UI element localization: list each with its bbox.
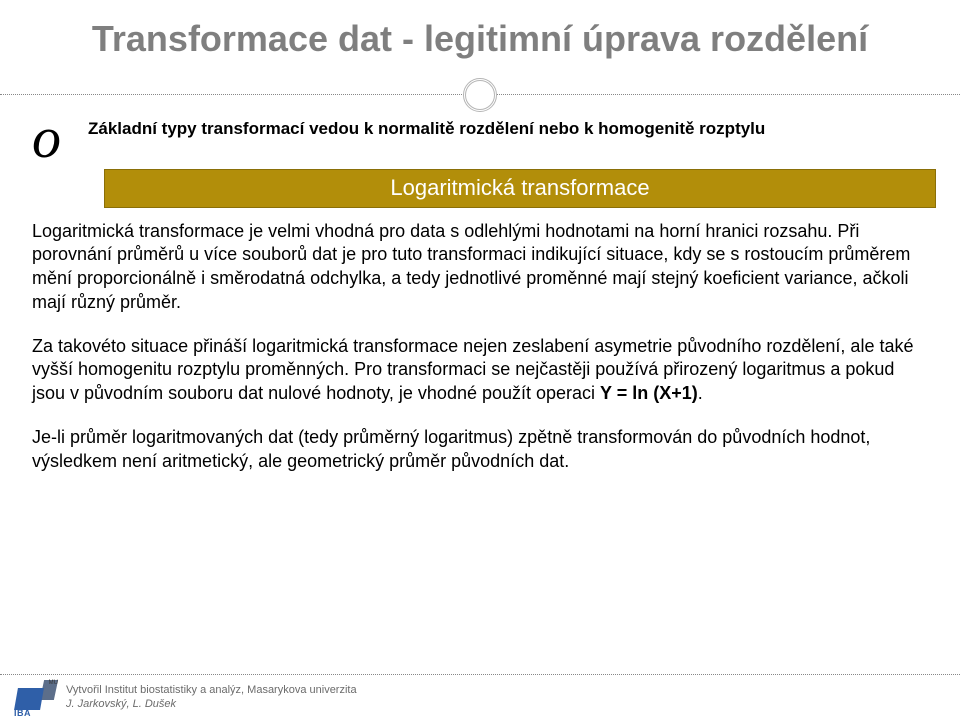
bullet-text: Základní typy transformací vedou k norma… (88, 116, 765, 140)
ring-ornament-icon (463, 78, 497, 112)
bullet-icon: o (32, 118, 78, 159)
title-divider (0, 76, 960, 116)
credit-line-2: J. Jarkovský, L. Dušek (66, 698, 357, 712)
paragraph-1: Logaritmická transformace je velmi vhodn… (32, 220, 930, 315)
logo-mu-label: MU (49, 680, 58, 686)
credit-block: Vytvořil Institut biostatistiky a analýz… (66, 684, 357, 712)
logo-iba-label: IBA (14, 708, 31, 718)
section-band: Logaritmická transformace (104, 169, 936, 208)
paragraph-2: Za takovéto situace přináší logaritmická… (32, 335, 930, 406)
body-content: Logaritmická transformace je velmi vhodn… (0, 214, 960, 474)
p2-pre: Za takovéto situace přináší logaritmická… (32, 336, 913, 404)
page-title: Transformace dat - legitimní úprava rozd… (40, 18, 920, 60)
footer: MU IBA Vytvořil Institut biostatistiky a… (0, 674, 960, 720)
bullet-point: o Základní typy transformací vedou k nor… (0, 116, 960, 165)
p2-post: . (698, 383, 703, 403)
credit-line-1: Vytvořil Institut biostatistiky a analýz… (66, 684, 357, 698)
formula: Y = ln (X+1) (600, 383, 698, 403)
paragraph-3: Je-li průměr logaritmovaných dat (tedy p… (32, 426, 930, 474)
iba-logo-icon: MU IBA (14, 680, 58, 716)
